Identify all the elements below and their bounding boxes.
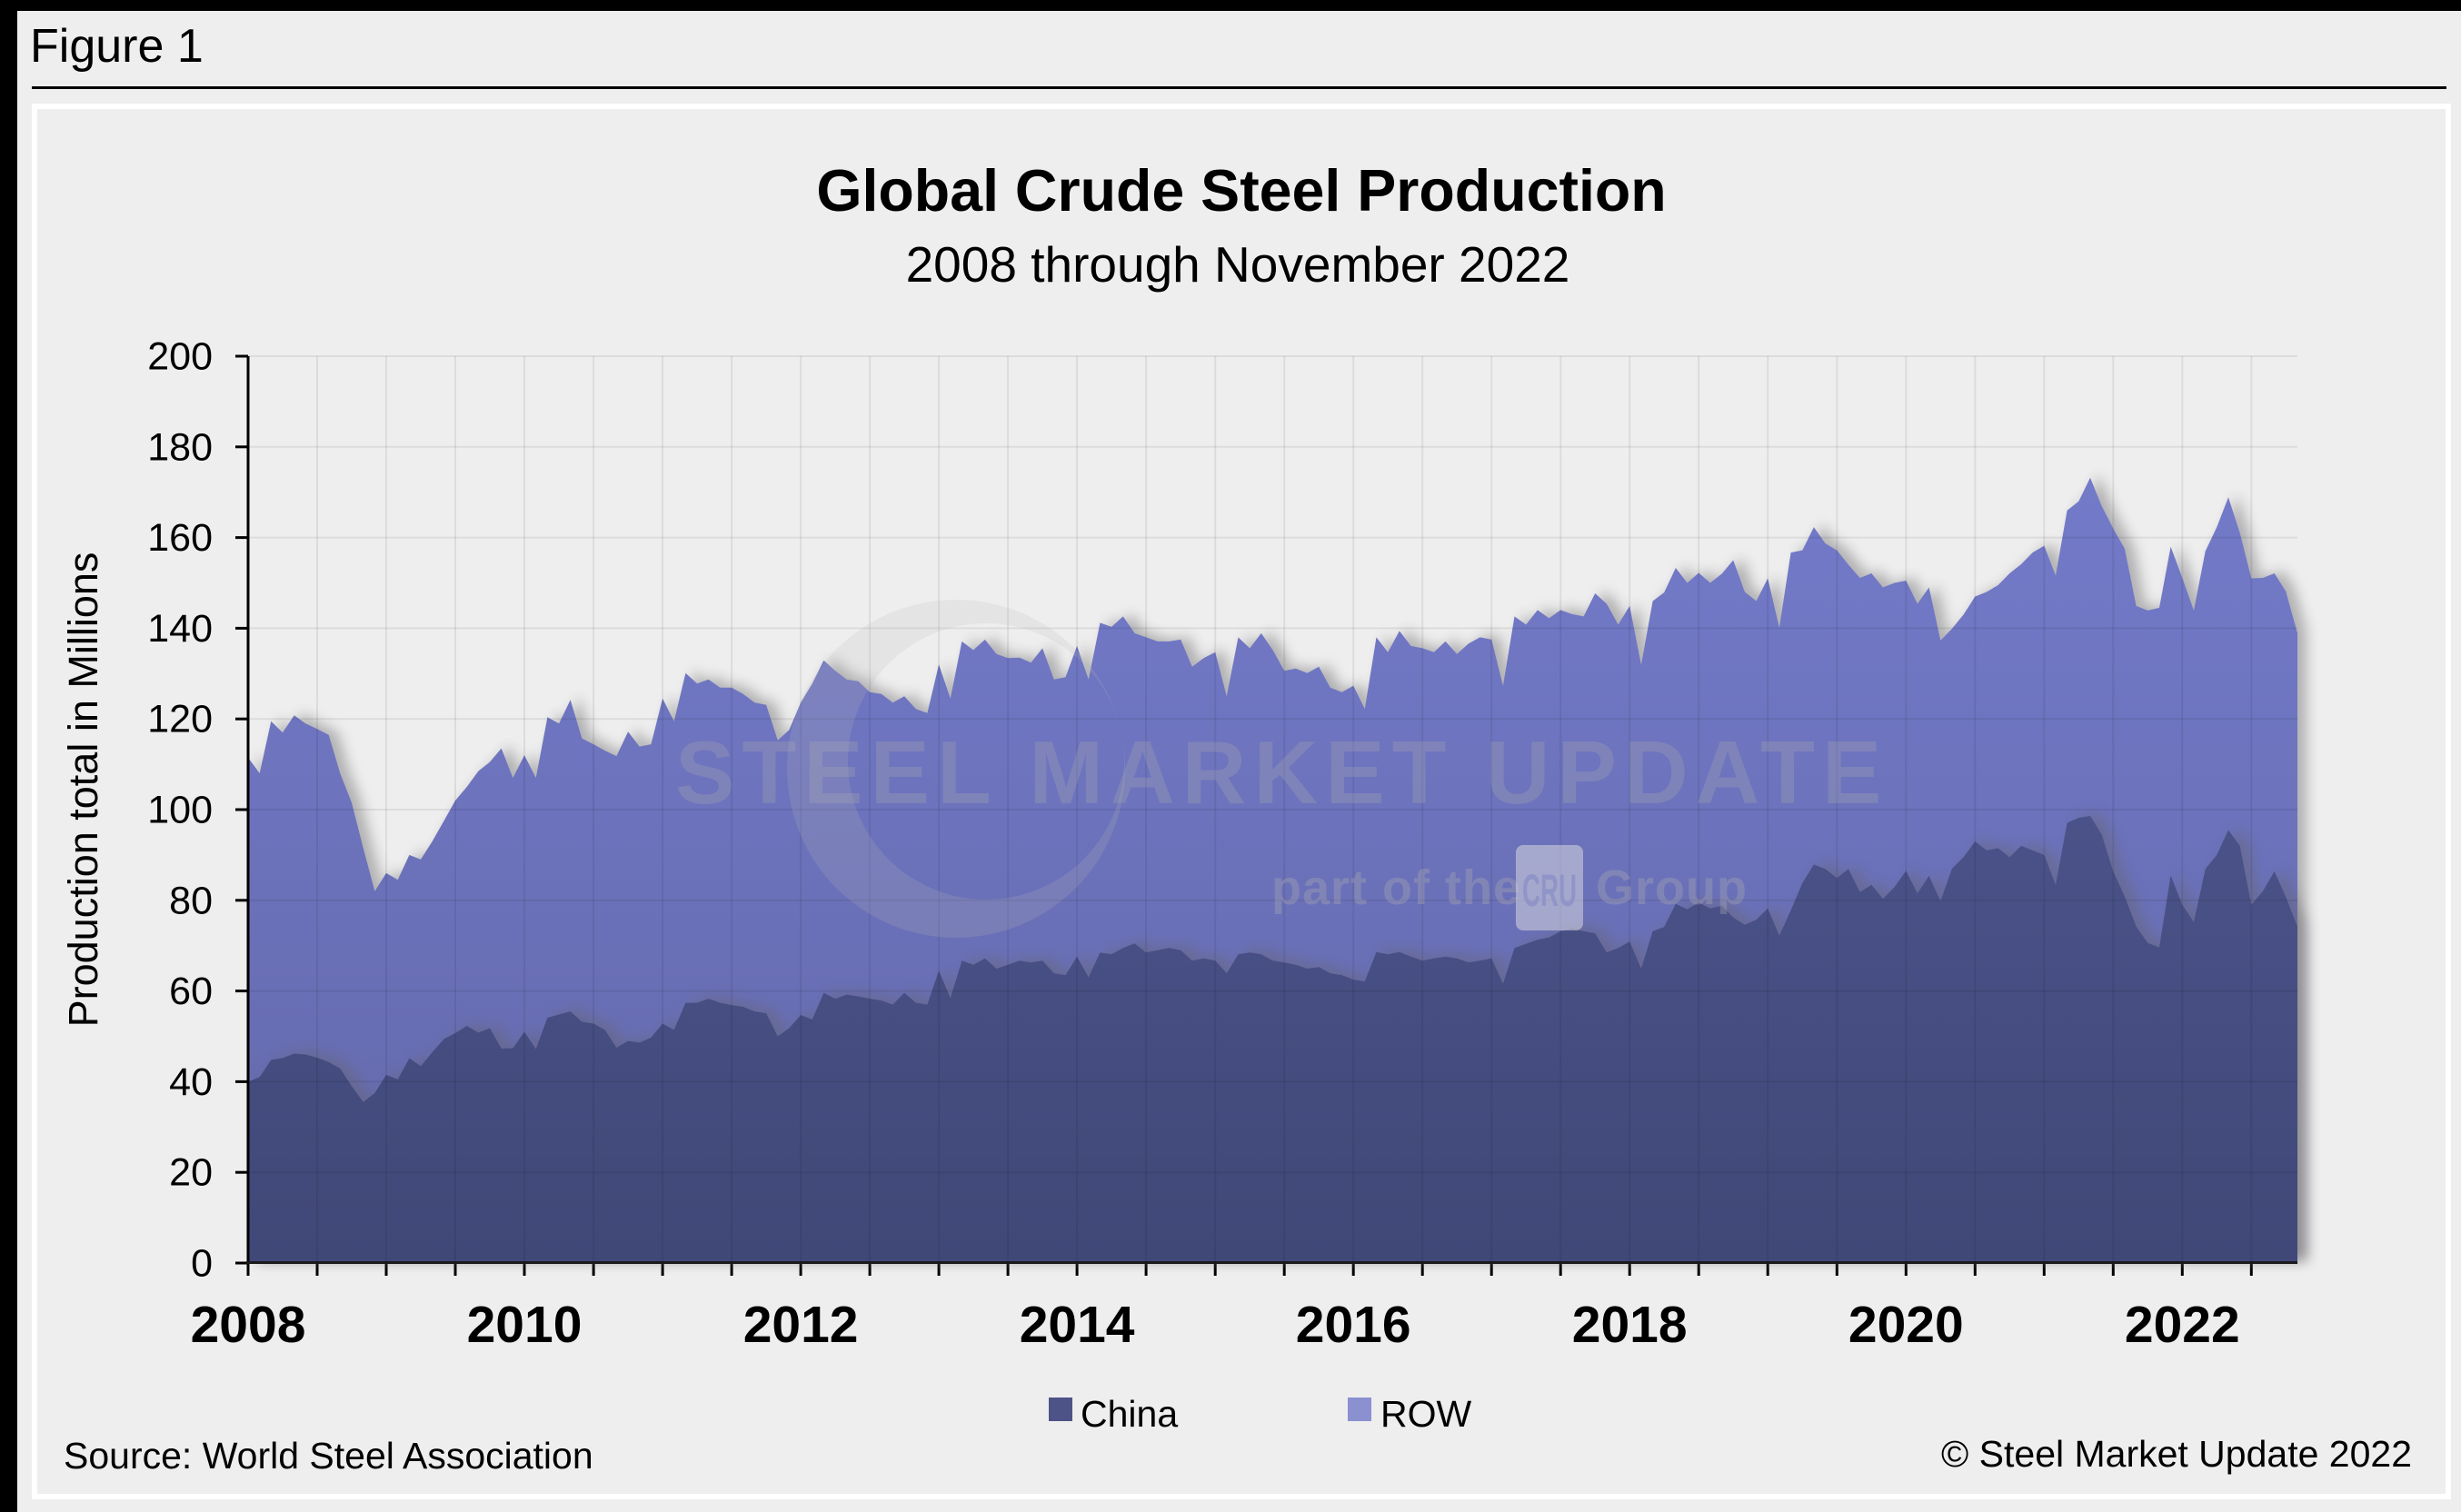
- svg-text:120: 120: [147, 698, 213, 741]
- svg-text:0: 0: [191, 1242, 213, 1286]
- svg-text:100: 100: [147, 789, 213, 832]
- svg-text:Global Crude Steel Production: Global Crude Steel Production: [816, 158, 1666, 224]
- svg-text:40: 40: [169, 1060, 213, 1104]
- svg-text:2022: 2022: [2125, 1296, 2240, 1354]
- svg-text:140: 140: [147, 607, 213, 651]
- svg-text:part of the: part of the: [1271, 860, 1521, 915]
- svg-text:2014: 2014: [1020, 1296, 1135, 1354]
- svg-text:200: 200: [147, 335, 213, 379]
- svg-text:2012: 2012: [743, 1296, 859, 1354]
- svg-text:80: 80: [169, 879, 213, 922]
- svg-text:STEEL MARKET UPDATE: STEEL MARKET UPDATE: [675, 722, 1888, 822]
- svg-text:Group: Group: [1596, 860, 1748, 915]
- svg-text:2020: 2020: [1848, 1296, 1964, 1354]
- svg-text:ROW: ROW: [1380, 1393, 1472, 1435]
- svg-text:© Steel Market Update 2022: © Steel Market Update 2022: [1941, 1433, 2412, 1475]
- svg-text:Figure 1: Figure 1: [30, 20, 204, 73]
- svg-text:20: 20: [169, 1151, 213, 1195]
- svg-text:2018: 2018: [1572, 1296, 1688, 1354]
- svg-text:180: 180: [147, 425, 213, 469]
- svg-text:CRU: CRU: [1522, 865, 1577, 916]
- svg-text:60: 60: [169, 970, 213, 1013]
- svg-text:Source: World Steel Associatio: Source: World Steel Association: [64, 1435, 593, 1477]
- svg-text:2008: 2008: [191, 1296, 306, 1354]
- svg-text:160: 160: [147, 516, 213, 560]
- svg-text:2010: 2010: [467, 1296, 583, 1354]
- svg-text:2016: 2016: [1296, 1296, 1411, 1354]
- svg-text:China: China: [1081, 1393, 1178, 1435]
- svg-text:2008 through November 2022: 2008 through November 2022: [906, 236, 1570, 293]
- svg-text:Production total in Millions: Production total in Millions: [60, 552, 106, 1028]
